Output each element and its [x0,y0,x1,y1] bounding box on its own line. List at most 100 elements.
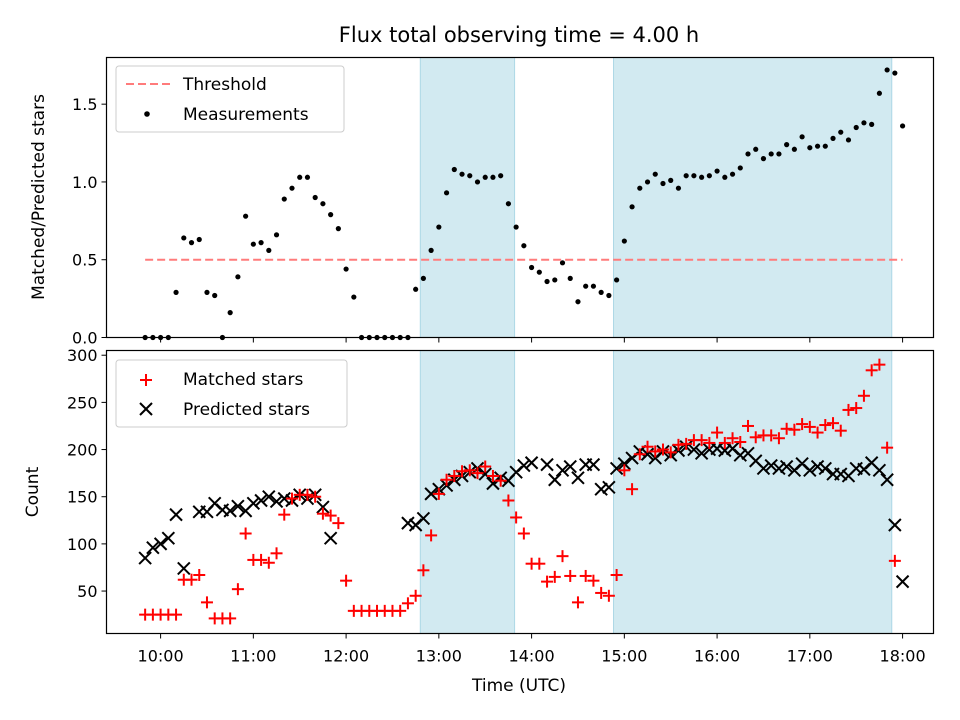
predicted-star-marker [153,537,168,551]
matched-star-marker [703,436,716,449]
x-tick-label: 12:00 [323,647,369,666]
predicted-star-marker [687,442,701,457]
matched-star-marker [641,440,654,453]
predicted-star-marker [571,471,585,485]
predicted-marker-stroke [524,456,539,470]
predicted-marker-stroke [231,499,245,513]
measurement-point [784,142,790,148]
measurement-point [443,190,450,196]
matched-star-marker [285,492,298,505]
top-legend: Threshold Measurements [115,65,345,133]
predicted-star-marker [524,456,539,470]
measurement-point [289,185,295,191]
measurement-point [745,151,751,157]
matched-star-marker [278,508,291,521]
bottom-y-tick-label: 200 [67,441,98,460]
predicted-star-marker [803,463,817,478]
predicted-marker-stroke [548,473,562,487]
matched-star-marker [463,464,476,477]
bottom-y-tick-label: 150 [67,488,98,507]
measurement-point [436,224,442,230]
measurement-point [505,201,512,207]
measurement-point [876,90,882,96]
predicted-marker-stroke [153,537,168,551]
top-y-tick-label: 0.0 [72,329,97,348]
measurement-point [706,173,712,179]
legend-threshold-label: Threshold [182,75,267,95]
predicted-marker-stroke [749,454,763,468]
predicted-marker-stroke [207,496,222,511]
bottom-shade-1 [613,350,893,634]
measurement-point [845,137,852,143]
matched-star-marker [494,474,507,487]
bottom-legend-box [115,359,348,428]
predicted-marker-stroke [772,461,786,476]
predicted-marker-stroke [262,490,276,504]
matched-star-marker [200,596,213,609]
measurement-point [243,213,249,219]
predicted-marker-stroke [223,504,237,518]
matched-star-marker [502,494,515,507]
measurement-point [737,165,743,171]
measurement-point [598,289,604,295]
legend-matched-swatch [140,374,152,386]
matched-star-marker [425,529,438,542]
matched-star-marker [819,419,832,432]
measurement-point [490,174,496,180]
measurement-point [606,292,612,299]
matched-star-marker [185,573,198,586]
predicted-star-marker [756,461,771,476]
predicted-star-marker [254,493,268,508]
top-y-tick-label: 0.5 [72,251,97,270]
predicted-marker-stroke [563,459,577,474]
predicted-marker-stroke [764,458,778,473]
predicted-marker-stroke [146,540,160,555]
predicted-star-marker [694,446,709,461]
predicted-marker-stroke [810,459,825,474]
matched-star-marker [865,364,878,377]
matched-star-marker [432,487,445,500]
legend-predicted-swatch [139,402,153,416]
measurement-point [567,275,573,281]
bottom-shaded-regions [419,350,893,634]
measurement-point [235,274,241,280]
measurement-point [899,123,906,129]
matched-star-marker [610,569,623,582]
measurement-point [181,235,187,241]
matched-star-marker [255,553,268,566]
x-tick-label: 11:00 [230,647,276,666]
matched-star-marker [803,420,816,433]
top-y-tick-label: 1.5 [72,95,97,114]
measurement-point [830,135,836,141]
predicted-star-marker [764,458,778,473]
predicted-star-marker [563,459,577,474]
predicted-marker-stroke [555,463,570,478]
matched-star-marker [873,358,886,371]
measurement-point [729,171,736,177]
measurement-point [498,173,504,179]
predicted-marker-stroke [401,516,415,530]
top-axes-frame [105,56,935,339]
top-shade-1 [613,57,893,338]
x-tick-label: 14:00 [509,647,555,666]
predicted-marker-stroke [424,487,438,501]
measurement-point [521,243,527,249]
x-tick-label: 13:00 [416,647,462,666]
predicted-marker-stroke [478,467,492,481]
matched-star-marker [239,527,252,540]
measurement-point [273,232,280,238]
top-shaded-regions [419,57,893,338]
matched-star-marker [626,483,639,496]
measurement-point [869,121,875,127]
matched-star-marker [595,586,608,599]
measurement-point [853,124,859,131]
predicted-star-marker [733,448,747,462]
matched-star-marker [695,434,708,447]
matched-star-marker [796,418,809,431]
measurement-point [351,294,357,300]
matched-star-marker [618,464,631,477]
measurement-point [528,264,535,271]
legend-measurements-swatch [144,111,150,117]
measurement-point [590,283,597,289]
matched-star-marker [340,574,353,587]
